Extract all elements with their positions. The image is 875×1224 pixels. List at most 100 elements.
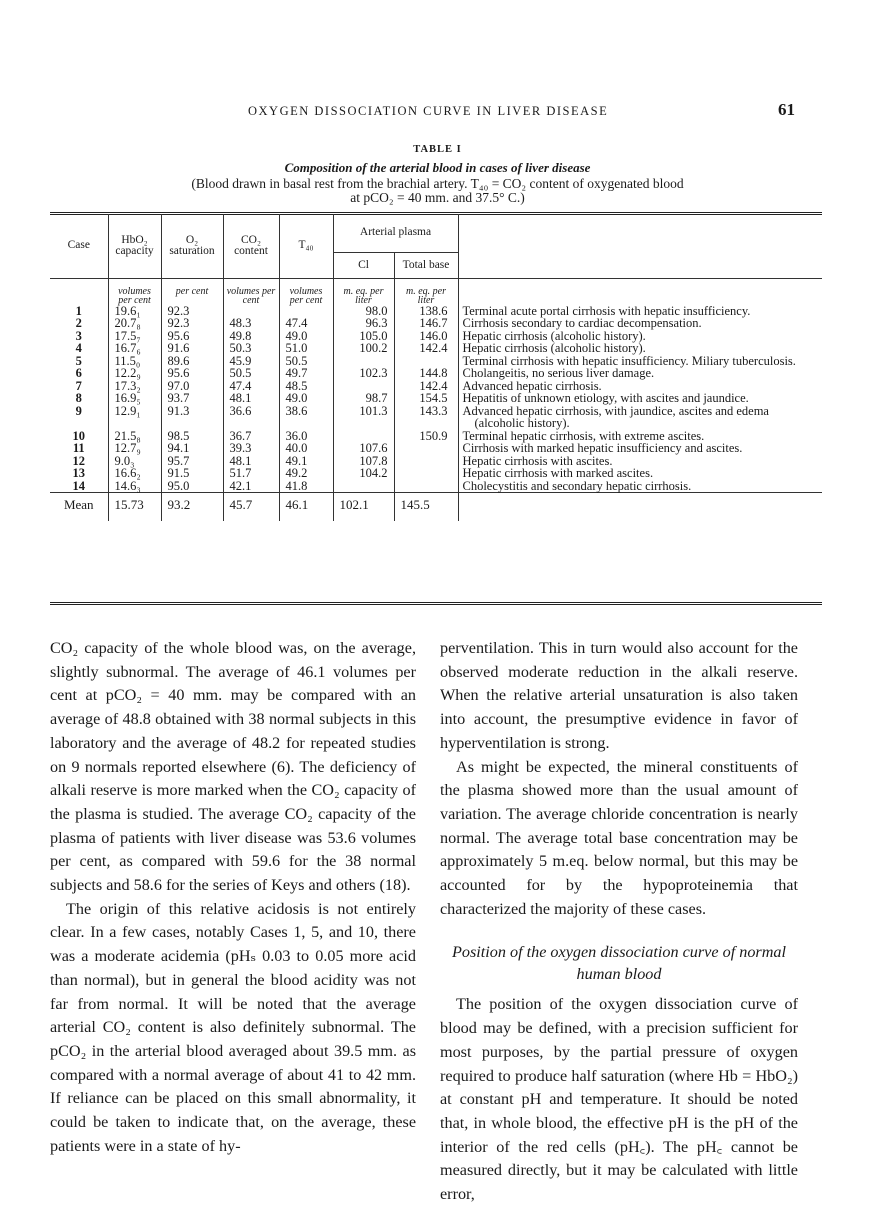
- paragraph: CO₂ capacity of the whole blood was, on …: [50, 639, 416, 895]
- cell-description: Cholangeitis, no serious liver damage.: [457, 367, 822, 380]
- cell-tb: [393, 479, 458, 493]
- cell-o2: 98.5: [160, 429, 223, 442]
- cell-description: Cholecystitis and secondary hepatic cirr…: [457, 479, 822, 493]
- header-o2: O₂ saturation: [160, 214, 223, 278]
- cell-co2: 50.3: [222, 342, 279, 355]
- cell-o2: 95.6: [160, 329, 223, 342]
- cell-t40: 48.5: [278, 379, 333, 392]
- header-total-base: Total base: [393, 252, 458, 278]
- cell-o2: 91.6: [160, 342, 223, 355]
- cell-t40: 49.1: [278, 454, 333, 467]
- cell-cl: 96.3: [332, 317, 394, 330]
- cell-tb: [393, 442, 458, 455]
- mean-case: Mean: [50, 492, 108, 521]
- cell-o2: 95.0: [160, 479, 223, 493]
- cell-cl: [332, 429, 394, 442]
- paragraph: perventilation. This in turn would also …: [440, 639, 798, 752]
- cell-cl: 102.3: [332, 367, 394, 380]
- cell-hbo2: 17.5₇: [107, 329, 161, 342]
- header-description: [457, 214, 822, 278]
- header-arterial-plasma: Arterial plasma: [332, 214, 458, 253]
- cell-case: 1: [75, 303, 82, 318]
- cell-case: 11: [72, 441, 85, 455]
- cell-cl: 105.0: [332, 329, 394, 342]
- cell-co2: 48.1: [222, 454, 279, 467]
- unit-cell: volumes per cent: [222, 278, 279, 305]
- mean-description: [457, 492, 822, 521]
- table-top-rule: [50, 212, 822, 215]
- table-note: (Blood drawn in basal rest from the brac…: [0, 177, 875, 205]
- cell-cl: [332, 379, 394, 392]
- cell-description: Cirrhosis with marked hepatic insufficie…: [457, 442, 822, 455]
- cell-cl: 107.8: [332, 454, 394, 467]
- body-column-right: perventilation. This in turn would also …: [440, 637, 798, 1207]
- table-row: 10 21.5₈ 98.5 36.7 36.0 150.9 Terminal hepatic…: [50, 428, 822, 443]
- cell-o2: 91.3: [160, 404, 223, 430]
- mean-row: Mean 15.73 93.2 45.7 46.1 102.1 145.5: [50, 492, 822, 521]
- cell-co2: [222, 304, 279, 317]
- cell-cl: 104.2: [332, 467, 394, 480]
- table-row: 9 12.9₁ 91.3 36.6 38.6 101.3 143.3 Advanced hep…: [50, 404, 822, 430]
- cell-t40: [278, 304, 333, 317]
- cell-description: Terminal cirrhosis with hepatic insuffic…: [457, 354, 822, 367]
- unit-cell: m. eq. per liter: [393, 278, 458, 305]
- table-row: 5 11.5₀ 89.6 45.9 50.5 Terminal cirrhosis wit…: [50, 353, 822, 368]
- cell-co2: 51.7: [222, 467, 279, 480]
- unit-cell: m. eq. per liter: [332, 278, 394, 305]
- cell-case: 3: [75, 328, 82, 343]
- cell-co2: 42.1: [222, 479, 279, 493]
- cell-hbo2: 21.5₈: [107, 429, 161, 442]
- cell-description: Terminal acute portal cirrhosis with hep…: [457, 304, 822, 317]
- table-row: 7 17.3₂ 97.0 47.4 48.5 142.4 Advanced hepatic …: [50, 379, 822, 392]
- cell-description: Advanced hepatic cirrhosis, with jaundic…: [457, 404, 822, 430]
- cell-cl: 107.6: [332, 442, 394, 455]
- cell-description: Hepatic cirrhosis (alcoholic history).: [457, 329, 822, 342]
- cell-cl: 100.2: [332, 342, 394, 355]
- cell-case: 12: [72, 453, 86, 468]
- table-row: 13 16.6₂ 91.5 51.7 49.2 104.2 Hepatic cirrhosi…: [50, 467, 822, 480]
- cell-cl: 101.3: [332, 404, 394, 430]
- header-case: Case: [67, 239, 90, 252]
- cell-tb: 146.7: [393, 317, 458, 330]
- section-heading: Position of the oxygen dissociation curv…: [451, 943, 787, 984]
- unit-cell: per cent: [160, 278, 223, 305]
- cell-t40: 49.0: [278, 329, 333, 342]
- table-title: Composition of the arterial blood in cas…: [284, 160, 591, 175]
- table-label: TABLE I: [413, 144, 462, 155]
- cell-tb: 144.8: [393, 367, 458, 380]
- unit-cell: volumes per cent: [107, 278, 161, 305]
- cell-t40: 41.8: [278, 479, 333, 493]
- mean-t40: 46.1: [278, 492, 333, 521]
- running-title: OXYGEN DISSOCIATION CURVE IN LIVER DISEA…: [248, 104, 609, 118]
- cell-co2: 36.7: [222, 429, 279, 442]
- cell-case: 14: [72, 478, 86, 493]
- table-row: 1 19.6₁ 92.3 98.0 138.6 Terminal acute portal…: [50, 303, 822, 318]
- cell-o2: 95.7: [160, 454, 223, 467]
- cell-case: 5: [75, 353, 82, 368]
- cell-hbo2: 12.9₁: [107, 404, 161, 430]
- cell-t40: 36.0: [278, 429, 333, 442]
- cell-t40: 40.0: [278, 442, 333, 455]
- cell-o2: 94.1: [160, 442, 223, 455]
- page-number: 61: [778, 100, 795, 119]
- header-co2: CO₂ content: [222, 214, 279, 278]
- table-row: 12 9.0₃ 95.7 48.1 49.1 107.8 Hepatic cirrhosis…: [50, 453, 822, 468]
- header-cl: Cl: [332, 252, 394, 278]
- cell-case: 8: [75, 391, 82, 405]
- cell-tb: [393, 454, 458, 467]
- table-row: 3 17.5₇ 95.6 49.8 49.0 105.0 146.0 Hepatic cirr…: [50, 328, 822, 343]
- cell-case: 4: [75, 341, 82, 355]
- cell-hbo2: 12.7₉: [107, 442, 161, 455]
- cell-o2: 91.5: [160, 467, 223, 480]
- cell-tb: 154.5: [393, 392, 458, 405]
- cell-case: 10: [72, 428, 86, 443]
- cell-description: Hepatitis of unknown etiology, with asci…: [457, 392, 822, 405]
- cell-description: Advanced hepatic cirrhosis.: [457, 379, 822, 392]
- table-row: 11 12.7₉ 94.1 39.3 40.0 107.6 Cirrhosis with m…: [50, 442, 822, 455]
- table-row: 4 16.7₆ 91.6 50.3 51.0 100.2 142.4 Hepatic cirr…: [50, 342, 822, 355]
- data-table: Case HbO₂ capacity O₂ saturation CO₂ con…: [50, 214, 822, 521]
- header-hbo2: HbO₂ capacity: [107, 214, 161, 278]
- cell-t40: 51.0: [278, 342, 333, 355]
- cell-case: 6: [75, 366, 82, 380]
- cell-co2: 49.8: [222, 329, 279, 342]
